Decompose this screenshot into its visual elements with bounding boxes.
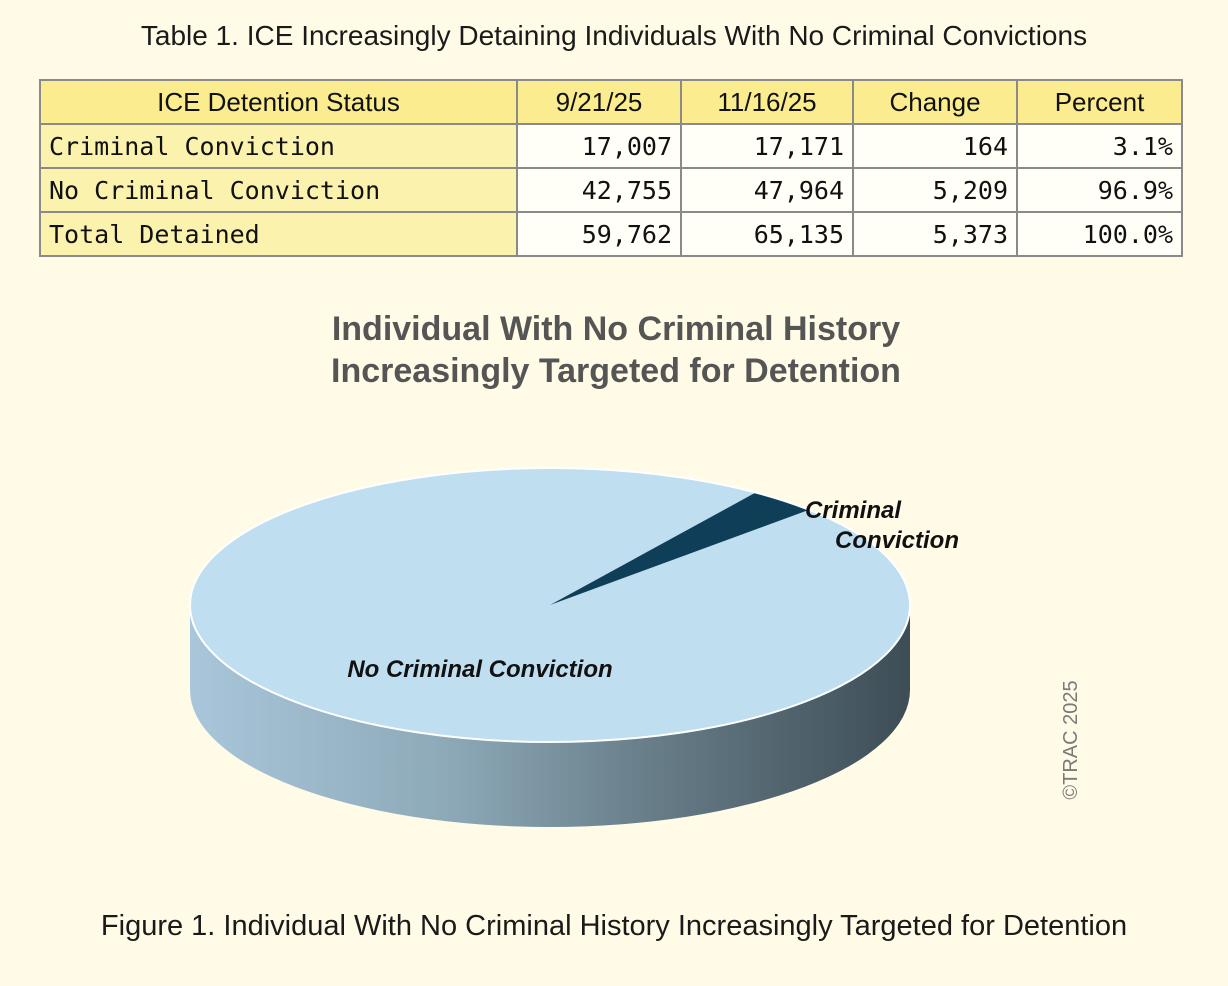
slice-label-criminal-conviction-line-1: Criminal <box>805 497 902 524</box>
table-row: Total Detained 59,762 65,135 5,373 100.0… <box>39 211 1183 257</box>
row-change: 5,373 <box>852 211 1018 257</box>
table-row: No Criminal Conviction 42,755 47,964 5,2… <box>39 167 1183 213</box>
chart-title-line-2: Increasingly Targeted for Detention <box>331 352 901 390</box>
row-status: Total Detained <box>39 211 518 257</box>
table-title: Table 1. ICE Increasingly Detaining Indi… <box>140 20 1088 51</box>
header-status: ICE Detention Status <box>39 79 518 125</box>
row-percent: 100.0% <box>1016 211 1183 257</box>
header-percent: Percent <box>1016 79 1183 125</box>
header-date-1: 9/21/25 <box>516 79 682 125</box>
header-change: Change <box>852 79 1018 125</box>
slice-label-no-criminal-conviction: No Criminal Conviction <box>347 656 612 683</box>
table-header-row: ICE Detention Status 9/21/25 11/16/25 Ch… <box>39 79 1183 125</box>
row-percent: 3.1% <box>1016 123 1183 169</box>
pie-top-outline <box>188 467 912 743</box>
row-date-1: 17,007 <box>516 123 682 169</box>
chart-title-line-1: Individual With No Criminal History <box>332 310 900 348</box>
row-status: Criminal Conviction <box>39 123 518 169</box>
row-date-2: 47,964 <box>680 167 854 213</box>
slice-label-criminal-conviction-line-2: Conviction <box>835 527 959 554</box>
row-change: 164 <box>852 123 1018 169</box>
pie-slice-no-criminal-conviction <box>189 467 910 742</box>
row-date-1: 59,762 <box>516 211 682 257</box>
pie-chart: Individual With No Criminal History Incr… <box>188 310 1082 827</box>
pie-slice-criminal-conviction <box>550 492 809 605</box>
watermark: ©TRAC 2025 <box>1060 680 1082 799</box>
figure-caption: Figure 1. Individual With No Criminal Hi… <box>100 910 1128 942</box>
row-change: 5,209 <box>852 167 1018 213</box>
header-date-2: 11/16/25 <box>680 79 854 125</box>
row-status: No Criminal Conviction <box>39 167 518 213</box>
detention-table: ICE Detention Status 9/21/25 11/16/25 Ch… <box>39 79 1183 257</box>
row-date-2: 17,171 <box>680 123 854 169</box>
row-date-2: 65,135 <box>680 211 854 257</box>
row-date-1: 42,755 <box>516 167 682 213</box>
row-percent: 96.9% <box>1016 167 1183 213</box>
table-row: Criminal Conviction 17,007 17,171 164 3.… <box>39 123 1183 169</box>
pie-side-wall <box>190 605 910 827</box>
